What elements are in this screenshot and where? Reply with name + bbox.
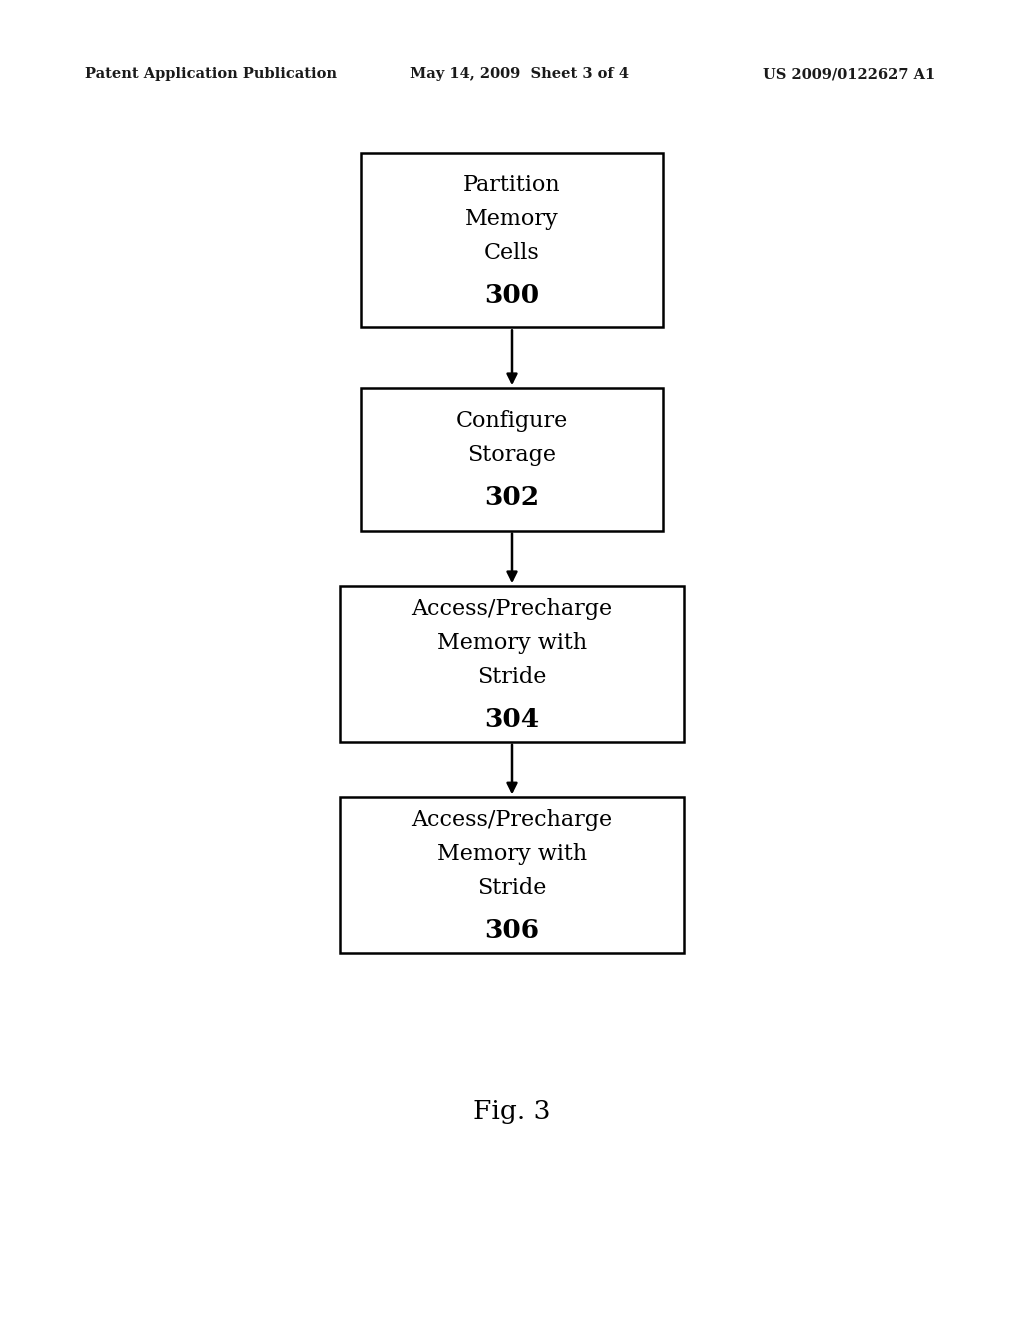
Text: Partition: Partition <box>463 174 561 195</box>
Text: Memory: Memory <box>465 209 559 230</box>
Bar <box>340 797 684 953</box>
Bar <box>361 153 664 327</box>
Text: Storage: Storage <box>468 445 556 466</box>
Text: Access/Precharge: Access/Precharge <box>412 809 612 830</box>
Text: Patent Application Publication: Patent Application Publication <box>85 67 337 82</box>
Text: US 2009/0122627 A1: US 2009/0122627 A1 <box>763 67 935 82</box>
Text: Stride: Stride <box>477 878 547 899</box>
Bar <box>361 388 664 531</box>
Text: Fig. 3: Fig. 3 <box>473 1100 551 1123</box>
Text: Stride: Stride <box>477 667 547 688</box>
Text: May 14, 2009  Sheet 3 of 4: May 14, 2009 Sheet 3 of 4 <box>410 67 629 82</box>
Text: 300: 300 <box>484 284 540 308</box>
Text: Access/Precharge: Access/Precharge <box>412 598 612 619</box>
Text: 304: 304 <box>484 708 540 731</box>
Text: Memory with: Memory with <box>437 632 587 653</box>
Bar <box>340 586 684 742</box>
Text: Cells: Cells <box>484 243 540 264</box>
Text: Memory with: Memory with <box>437 843 587 865</box>
Text: 306: 306 <box>484 919 540 942</box>
Text: Configure: Configure <box>456 411 568 432</box>
Text: 302: 302 <box>484 486 540 510</box>
